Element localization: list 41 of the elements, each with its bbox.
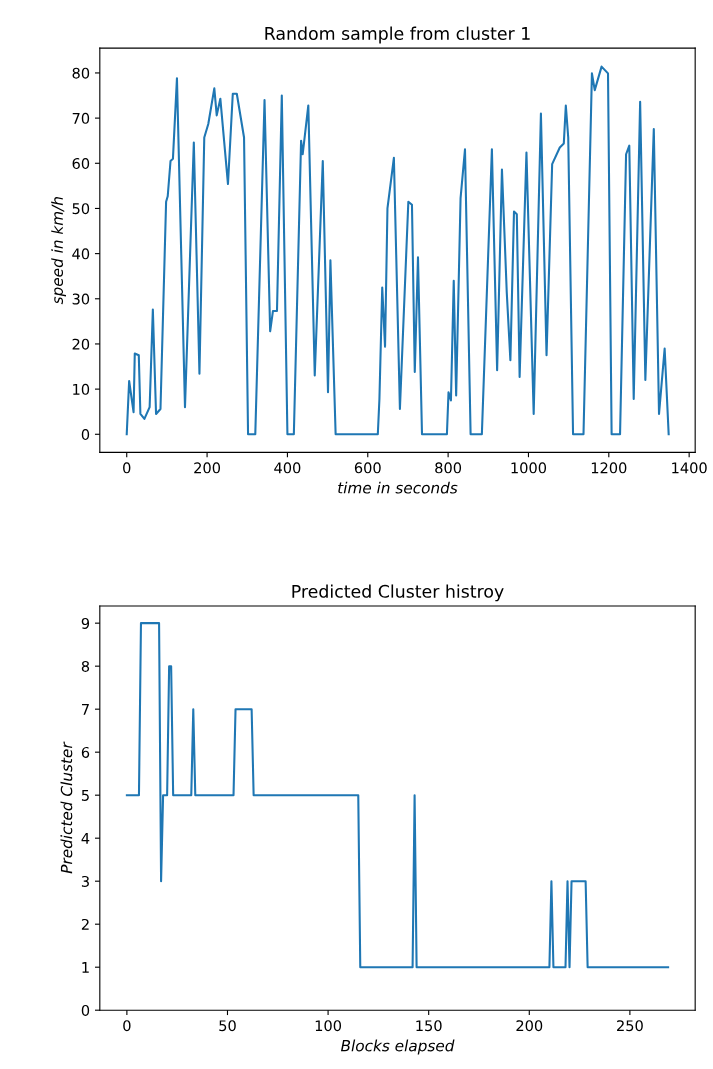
y-tick-label: 5 bbox=[81, 790, 89, 801]
x-tick-label: 0 bbox=[123, 1020, 131, 1032]
y-axis-title: Predicted Cluster bbox=[60, 741, 73, 874]
chart-title: Predicted Cluster histroy bbox=[292, 584, 504, 602]
x-tick-label: 1200 bbox=[591, 462, 627, 474]
y-tick-label: 10 bbox=[73, 383, 90, 395]
y-tick-label: 7 bbox=[82, 704, 89, 715]
line-series bbox=[125, 65, 670, 436]
y-tick-label: 30 bbox=[72, 293, 90, 305]
chart-title: Random sample from cluster 1 bbox=[265, 26, 530, 44]
y-tick-label: 40 bbox=[72, 248, 90, 260]
y-tick-label: 70 bbox=[72, 112, 90, 124]
x-axis-title: time in seconds bbox=[338, 481, 458, 494]
x-tick-label: 1400 bbox=[672, 462, 707, 474]
y-tick-label: 1 bbox=[82, 962, 89, 973]
y-tick-label: 60 bbox=[72, 158, 90, 170]
x-tick-label: 1000 bbox=[511, 462, 547, 474]
x-tick-label: 800 bbox=[435, 462, 462, 474]
y-tick-label: 20 bbox=[72, 338, 90, 350]
x-tick-label: 200 bbox=[516, 1020, 543, 1032]
y-tick-label: 80 bbox=[72, 67, 90, 79]
x-tick-label: 200 bbox=[194, 462, 221, 474]
y-tick-label: 3 bbox=[81, 875, 89, 887]
y-tick-label: 6 bbox=[81, 746, 90, 758]
line-series bbox=[125, 622, 670, 969]
y-tick-label: 4 bbox=[81, 833, 90, 844]
y-tick-label: 0 bbox=[81, 1004, 90, 1016]
x-tick-label: 400 bbox=[274, 462, 301, 474]
y-tick-label: 8 bbox=[81, 660, 90, 672]
y-axis-title: speed in km/h bbox=[51, 197, 66, 305]
x-tick-label: 0 bbox=[123, 462, 131, 474]
x-tick-label: 100 bbox=[315, 1020, 342, 1032]
x-tick-label: 600 bbox=[354, 462, 381, 474]
x-axis-title: Blocks elapsed bbox=[340, 1039, 455, 1055]
x-tick-label: 250 bbox=[617, 1020, 643, 1032]
x-tick-label: 150 bbox=[416, 1020, 442, 1032]
y-tick-label: 50 bbox=[72, 203, 90, 215]
y-tick-label: 0 bbox=[81, 429, 90, 441]
x-tick-label: 50 bbox=[219, 1020, 236, 1032]
y-tick-label: 9 bbox=[81, 617, 90, 629]
y-tick-label: 2 bbox=[81, 918, 89, 930]
